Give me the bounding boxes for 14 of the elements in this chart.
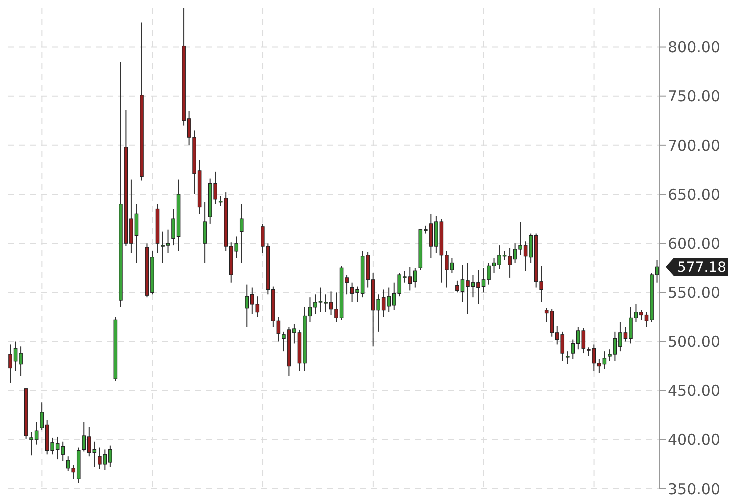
candlestick [240, 204, 244, 264]
y-tick-label: 650.00 [668, 186, 720, 204]
y-tick-label: 550.00 [668, 284, 720, 302]
candlestick [566, 351, 570, 365]
text: 577.18 [678, 260, 726, 276]
y-tick-label: 600.00 [668, 234, 720, 253]
y-tick-label: 750.00 [668, 88, 720, 106]
y-tick-label: 450.00 [668, 382, 720, 400]
y-tick-label: 500.00 [668, 333, 720, 352]
y-tick-label: 350.00 [668, 480, 720, 498]
y-tick-label: 800.00 [668, 38, 720, 57]
candlestick [203, 202, 207, 264]
y-tick-label: 700.00 [668, 136, 720, 155]
y-tick-label: 400.00 [668, 431, 720, 450]
